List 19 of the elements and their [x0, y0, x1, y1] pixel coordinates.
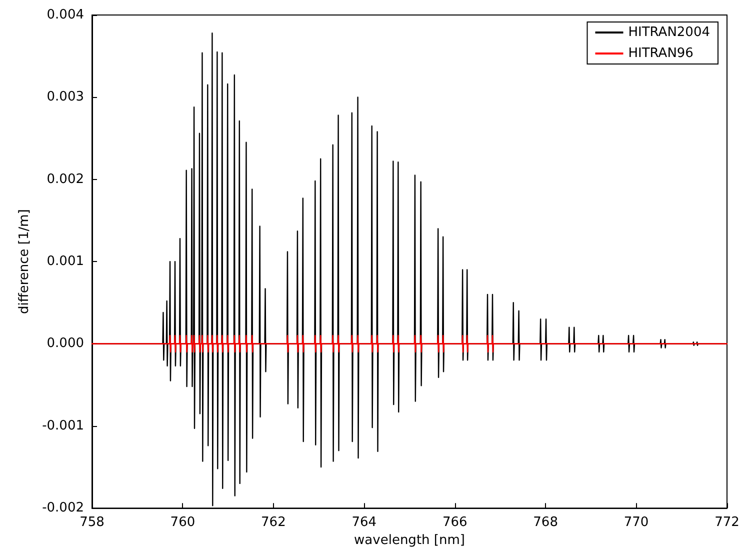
x-tick-label: 764: [352, 515, 377, 530]
legend-label: HITRAN2004: [628, 25, 710, 40]
y-tick-label: -0.002: [42, 500, 84, 516]
legend-label: HITRAN96: [628, 46, 694, 61]
y-axis-title: difference [1/m]: [17, 209, 32, 314]
y-tick-label: 0.004: [46, 8, 84, 22]
x-tick-label: 772: [714, 515, 740, 530]
x-tick-label: 758: [80, 515, 104, 530]
y-tick-label: 0.000: [46, 336, 84, 352]
y-tick-label: 0.001: [46, 254, 84, 270]
y-tick-label: 0.002: [46, 172, 84, 187]
x-tick-label: 766: [442, 515, 468, 530]
x-axis-title: wavelength [nm]: [354, 533, 465, 548]
x-tick-label: 760: [170, 515, 196, 530]
x-tick-label: 770: [624, 515, 649, 530]
x-tick-label: 762: [261, 515, 286, 530]
y-tick-label: 0.003: [46, 90, 84, 105]
y-tick-label: -0.001: [42, 418, 84, 434]
x-tick-label: 768: [533, 515, 558, 530]
